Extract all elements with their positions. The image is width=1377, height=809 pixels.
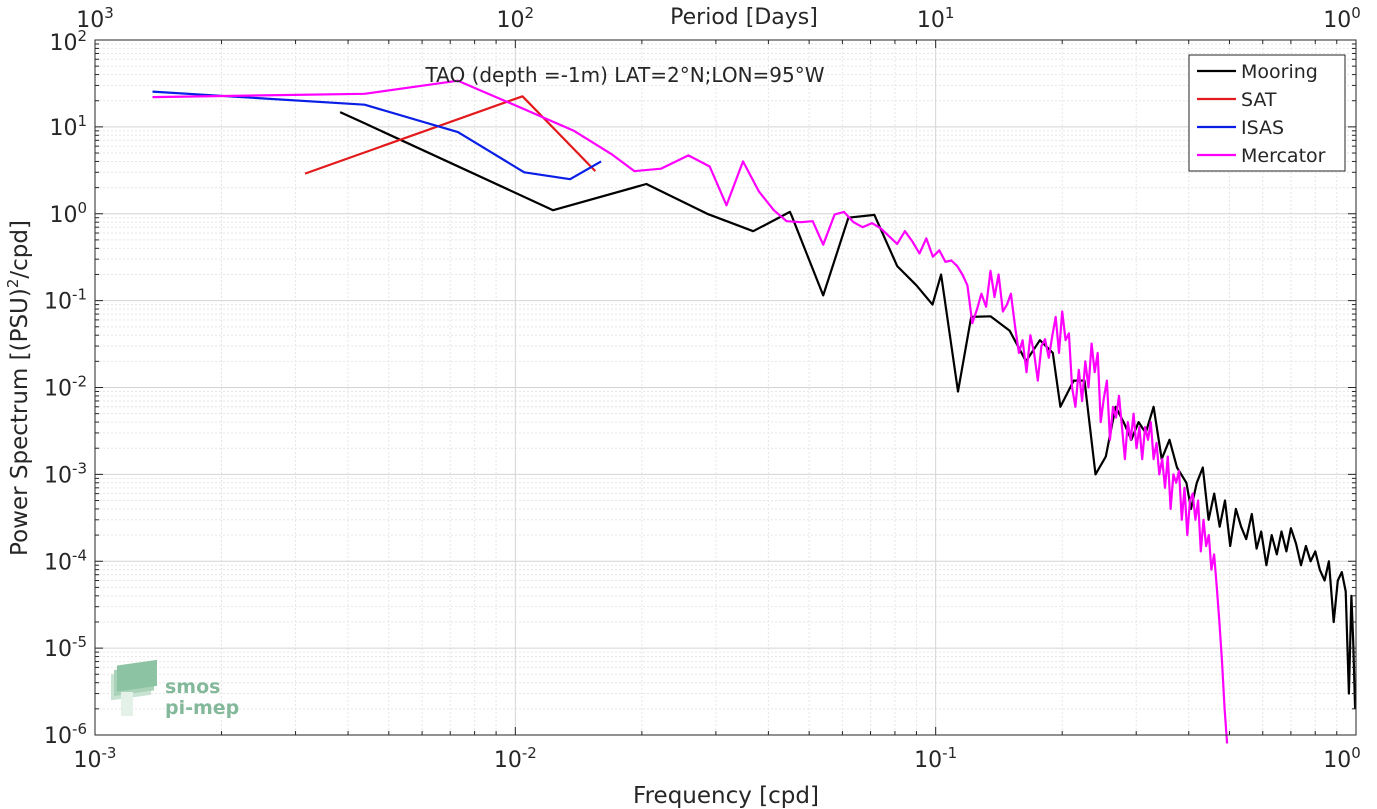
x-tick-label: 10-1: [914, 744, 957, 773]
watermark-logo: smos pi-mep: [111, 659, 239, 719]
y-tick-label: 100: [49, 199, 87, 228]
x-tick-label: 100: [1323, 744, 1361, 773]
legend-label-mooring: Mooring: [1241, 61, 1318, 83]
series-line-mooring: [339, 111, 1357, 709]
y-axis-label-main: Power Spectrum [(PSU): [7, 288, 33, 556]
series-line-sat: [304, 95, 597, 175]
y-axis-label: Power Spectrum [(PSU)2/cpd]: [4, 220, 33, 556]
top-axis-label: Period [Days]: [670, 5, 818, 30]
y-tick-label: 10-5: [44, 633, 87, 662]
legend-box: [1188, 54, 1346, 172]
legend-label-mercator: Mercator: [1241, 145, 1326, 167]
x-tick-label: 10-2: [494, 744, 537, 773]
y-tick-label: 10-4: [44, 546, 87, 575]
top-tick-label: 100: [1323, 4, 1361, 33]
y-tick-label: 10-2: [44, 373, 87, 402]
y-tick-label: 101: [49, 112, 87, 141]
y-tick-label: 10-3: [44, 459, 87, 488]
y-tick-label: 102: [49, 27, 87, 56]
ticks-layer: [94, 39, 1357, 736]
y-tick-label: 10-1: [44, 286, 87, 315]
x-tick-label: 10-3: [74, 744, 117, 773]
top-tick-label: 103: [76, 4, 114, 33]
x-axis-label: Frequency [cpd]: [633, 783, 819, 809]
top-tick-label: 102: [497, 4, 535, 33]
top-tick-label: 101: [917, 4, 955, 33]
series-layer: [152, 79, 1357, 744]
watermark-line1: smos: [165, 676, 220, 698]
legend-label-isas: ISAS: [1241, 117, 1284, 139]
y-tick-label: 10-6: [44, 720, 87, 749]
watermark-line2: pi-mep: [165, 697, 239, 719]
legend: Mooring SAT ISAS Mercator: [1188, 54, 1346, 172]
series-line-isas: [152, 90, 602, 181]
smos-leaf-icon: [111, 659, 157, 716]
chart-title: TAO (depth =-1m) LAT=2°N;LON=95°W: [424, 63, 824, 87]
series-line-mercator: [152, 79, 1229, 744]
y-axis-label-tail: /cpd]: [7, 220, 33, 279]
y-axis-label-sup: 2: [4, 279, 22, 289]
legend-label-sat: SAT: [1241, 89, 1277, 111]
